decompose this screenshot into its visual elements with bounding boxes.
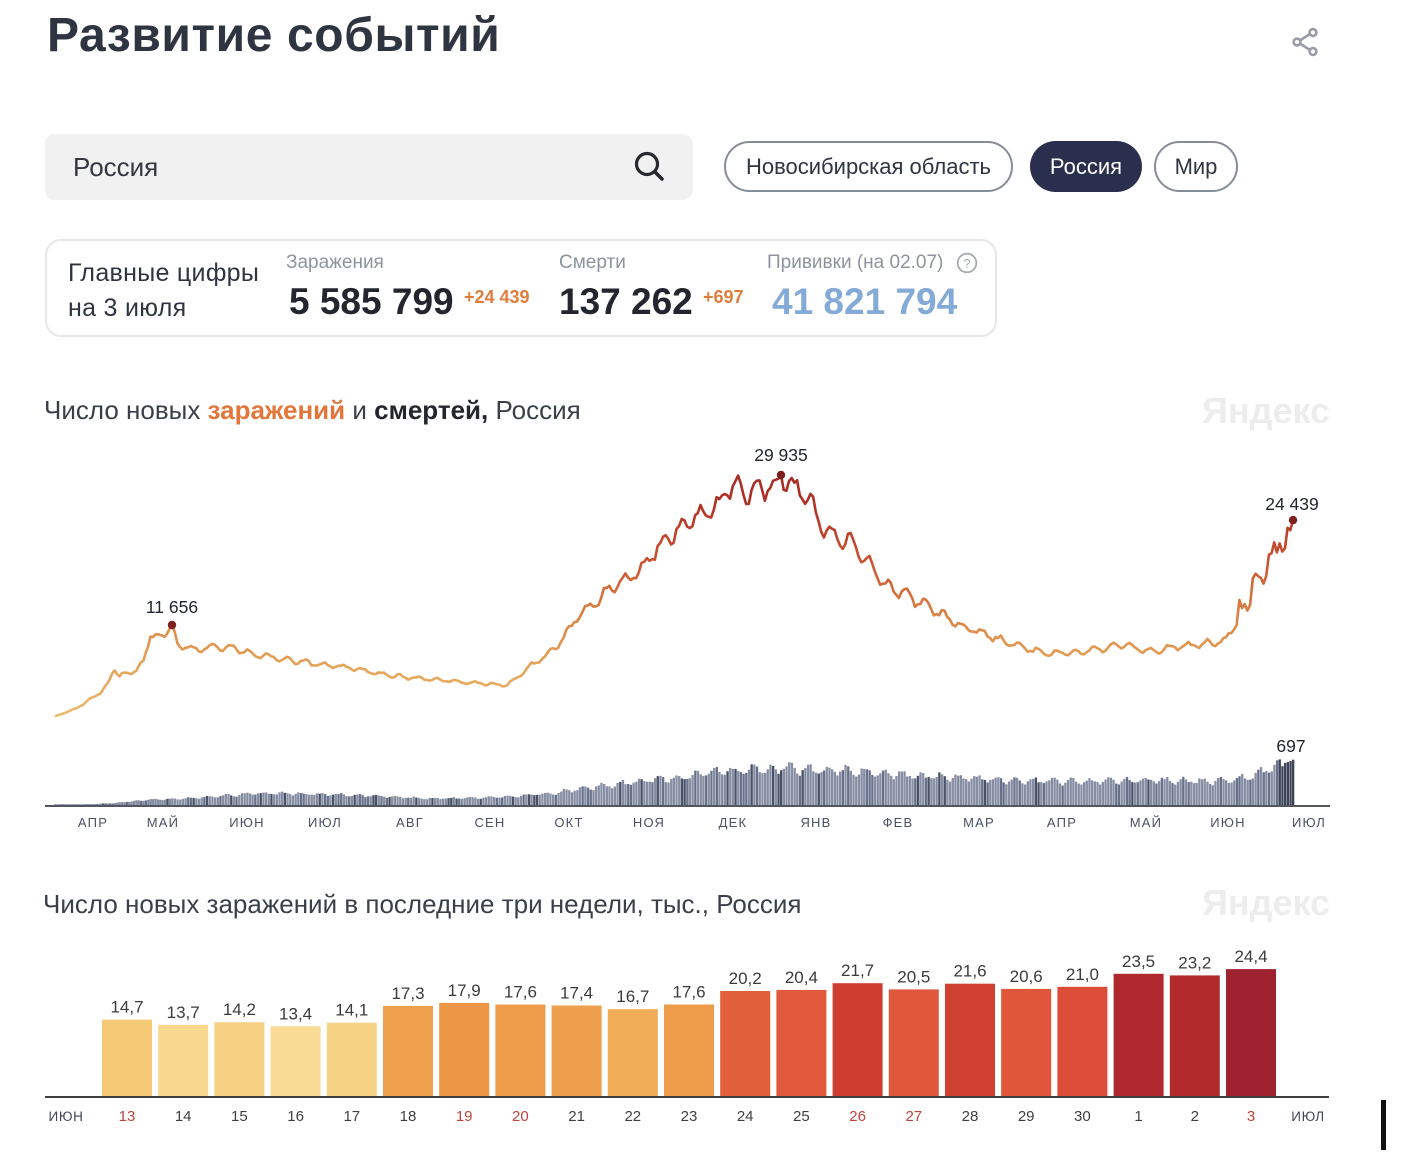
svg-text:18: 18 [400,1108,417,1125]
svg-text:ЯНВ: ЯНВ [800,815,831,830]
svg-text:20,4: 20,4 [785,968,818,987]
svg-text:2: 2 [1191,1108,1199,1125]
svg-text:ИЮН: ИЮН [49,1109,84,1124]
svg-text:13,7: 13,7 [167,1003,200,1022]
svg-text:26: 26 [849,1108,866,1125]
svg-text:АПР: АПР [1047,815,1077,830]
svg-text:21,0: 21,0 [1066,965,1099,984]
svg-text:СЕН: СЕН [474,815,505,830]
svg-text:14,7: 14,7 [110,998,143,1017]
svg-text:23,5: 23,5 [1122,952,1155,971]
svg-text:17,9: 17,9 [448,981,481,1000]
svg-text:20: 20 [512,1108,529,1125]
svg-text:13,4: 13,4 [279,1004,312,1023]
svg-text:17: 17 [343,1108,360,1125]
svg-text:ИЮЛ: ИЮЛ [308,815,342,830]
svg-text:20,6: 20,6 [1010,967,1043,986]
svg-text:24 439: 24 439 [1265,494,1319,514]
svg-text:АВГ: АВГ [396,815,424,830]
svg-text:3: 3 [1247,1108,1255,1125]
svg-text:АПР: АПР [78,815,108,830]
svg-text:17,6: 17,6 [504,983,537,1002]
svg-text:30: 30 [1074,1108,1091,1125]
svg-text:27: 27 [905,1108,922,1125]
svg-text:17,3: 17,3 [391,984,424,1003]
svg-text:НОЯ: НОЯ [633,815,665,830]
svg-text:ИЮН: ИЮН [229,815,264,830]
svg-text:ОКТ: ОКТ [554,815,583,830]
svg-text:24: 24 [737,1108,754,1125]
svg-text:16: 16 [287,1108,304,1125]
svg-text:15: 15 [231,1108,248,1125]
svg-text:ИЮЛ: ИЮЛ [1291,1109,1324,1124]
svg-text:МАЙ: МАЙ [1130,815,1162,830]
svg-text:23,2: 23,2 [1178,953,1211,972]
svg-text:МАР: МАР [963,815,995,830]
svg-text:17,6: 17,6 [672,983,705,1002]
svg-text:20,2: 20,2 [729,969,762,988]
svg-text:МАЙ: МАЙ [147,815,179,830]
svg-text:14,2: 14,2 [223,1000,256,1019]
svg-text:19: 19 [456,1108,473,1125]
svg-text:17,4: 17,4 [560,984,593,1003]
svg-text:28: 28 [962,1108,979,1125]
svg-text:21: 21 [568,1108,585,1125]
svg-text:29 935: 29 935 [754,445,808,465]
svg-text:23: 23 [681,1108,698,1125]
svg-text:ДЕК: ДЕК [719,815,748,830]
svg-text:22: 22 [624,1108,641,1125]
svg-text:14,1: 14,1 [335,1001,368,1020]
svg-text:21,6: 21,6 [953,962,986,981]
svg-text:697: 697 [1276,736,1305,756]
svg-text:21,7: 21,7 [841,961,874,980]
svg-text:11 656: 11 656 [146,597,198,617]
svg-text:29: 29 [1018,1108,1035,1125]
svg-text:1: 1 [1134,1108,1142,1125]
svg-text:ИЮЛ: ИЮЛ [1292,815,1326,830]
svg-text:ФЕВ: ФЕВ [883,815,914,830]
svg-text:13: 13 [119,1108,136,1125]
svg-text:14: 14 [175,1108,192,1125]
svg-text:25: 25 [793,1108,810,1125]
svg-text:20,5: 20,5 [897,967,930,986]
svg-text:ИЮН: ИЮН [1210,815,1245,830]
svg-text:?: ? [963,256,970,271]
svg-text:24,4: 24,4 [1234,947,1267,966]
svg-text:16,7: 16,7 [616,987,649,1006]
